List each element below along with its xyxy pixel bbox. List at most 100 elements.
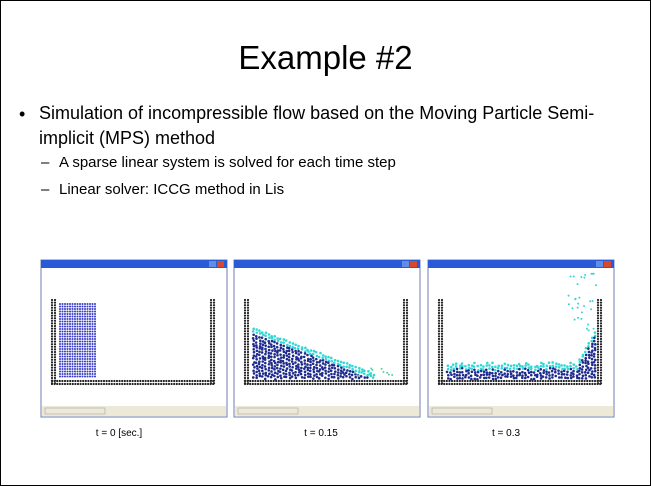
particle xyxy=(521,367,525,370)
particle xyxy=(58,305,62,308)
particle xyxy=(256,367,259,370)
particle xyxy=(405,371,409,374)
particle xyxy=(123,379,126,383)
particle xyxy=(152,379,155,383)
particle xyxy=(492,382,495,386)
particle xyxy=(273,368,276,371)
particle xyxy=(440,353,444,356)
particle xyxy=(495,379,498,383)
particle xyxy=(66,327,69,331)
particle xyxy=(71,367,74,371)
particle xyxy=(560,382,563,386)
particle xyxy=(268,342,271,345)
particle xyxy=(471,379,474,383)
particle xyxy=(284,369,288,373)
particle xyxy=(83,320,87,323)
particle xyxy=(76,312,79,316)
particle xyxy=(88,340,92,343)
particle xyxy=(290,375,294,378)
particle xyxy=(261,355,265,358)
particle xyxy=(596,374,600,377)
particle xyxy=(279,376,283,380)
particle xyxy=(526,375,530,379)
particle xyxy=(288,382,291,386)
particle xyxy=(82,379,85,383)
particle xyxy=(91,362,94,366)
particle xyxy=(209,301,213,304)
particle xyxy=(488,367,491,370)
particle xyxy=(95,382,98,386)
particle xyxy=(538,371,542,375)
particle xyxy=(76,305,79,308)
particle xyxy=(243,298,247,302)
particle xyxy=(479,382,482,386)
particle xyxy=(93,350,97,353)
particle xyxy=(287,346,291,350)
particle xyxy=(73,347,77,351)
particle xyxy=(270,370,273,373)
particle xyxy=(274,378,277,381)
particle xyxy=(437,324,441,328)
particle xyxy=(273,340,276,344)
particle xyxy=(71,317,74,321)
particle xyxy=(252,369,255,373)
particle xyxy=(300,366,303,370)
particle xyxy=(458,371,462,374)
particle xyxy=(251,379,254,383)
particle xyxy=(506,375,509,378)
particle xyxy=(440,379,443,383)
particle xyxy=(596,327,600,330)
particle xyxy=(587,345,590,348)
particle xyxy=(86,342,89,346)
particle xyxy=(209,309,213,312)
particle xyxy=(449,368,453,372)
particle xyxy=(306,375,310,378)
particle xyxy=(570,379,573,383)
particle xyxy=(86,355,89,358)
particle xyxy=(63,342,67,346)
particle xyxy=(86,320,89,323)
particle xyxy=(209,298,213,302)
particle xyxy=(524,376,527,380)
particle xyxy=(392,379,395,383)
particle xyxy=(58,367,62,371)
particle xyxy=(586,371,590,374)
particle xyxy=(489,382,493,386)
particle xyxy=(394,382,397,386)
particle xyxy=(71,365,74,368)
particle xyxy=(440,309,444,312)
particle xyxy=(71,310,74,313)
particle xyxy=(348,372,351,376)
particle xyxy=(332,363,336,367)
particle xyxy=(476,368,480,372)
particle xyxy=(209,332,213,335)
particle xyxy=(405,301,409,304)
particle xyxy=(287,355,291,359)
particle xyxy=(165,382,168,386)
particle xyxy=(298,382,301,386)
particle xyxy=(78,357,82,361)
particle xyxy=(282,338,286,341)
particle xyxy=(276,375,280,379)
particle xyxy=(532,371,536,374)
particle xyxy=(464,373,468,377)
particle xyxy=(539,374,543,377)
particle xyxy=(243,382,247,386)
particle xyxy=(456,377,459,380)
particle xyxy=(66,340,69,343)
particle xyxy=(260,351,264,354)
particle xyxy=(269,352,273,355)
particle xyxy=(255,374,258,377)
particle xyxy=(484,379,487,383)
particle xyxy=(449,365,453,369)
particle xyxy=(91,355,94,358)
particle xyxy=(355,382,358,386)
particle xyxy=(78,342,82,346)
particle xyxy=(76,375,79,378)
particle xyxy=(466,382,469,386)
particle xyxy=(246,314,250,317)
particle xyxy=(88,325,92,328)
particle xyxy=(83,340,87,343)
particle xyxy=(270,343,273,346)
particle xyxy=(440,358,444,361)
